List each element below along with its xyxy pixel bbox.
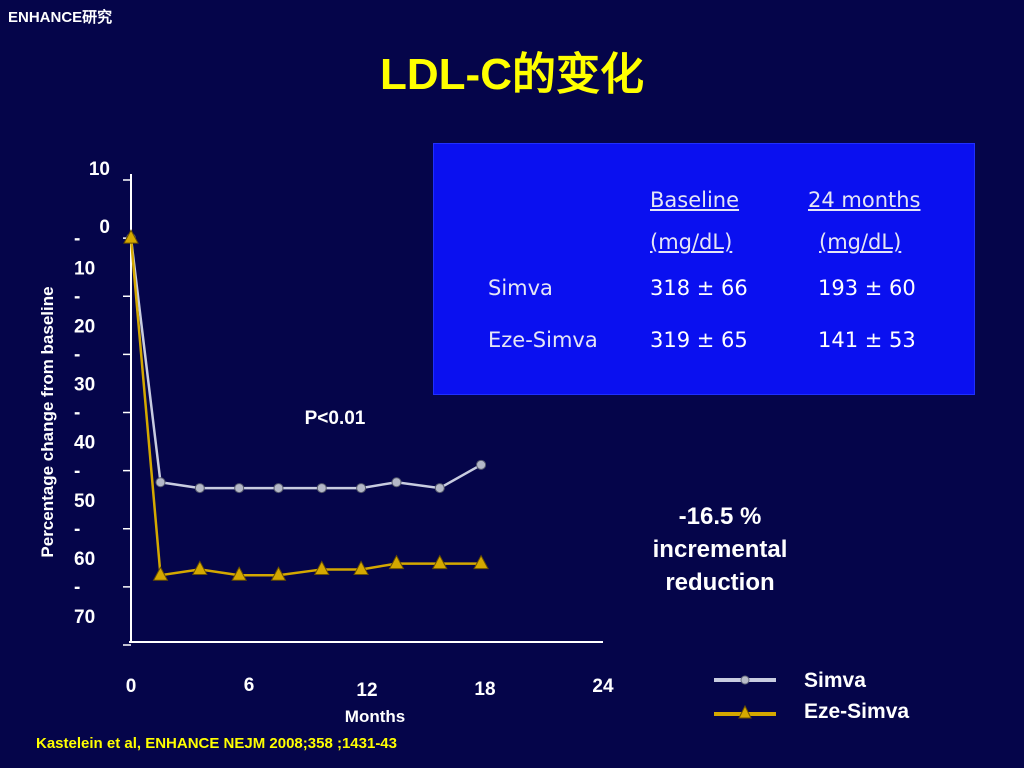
data-point-ezesimva (313, 560, 330, 575)
note-line-3: reduction (665, 569, 775, 596)
y-tick-label: -50 (74, 461, 95, 512)
table-header-24months: 24 months (808, 188, 921, 212)
data-point-ezesimva (270, 566, 287, 581)
citation: Kastelein et al, ENHANCE NEJM 2008;358 ;… (36, 735, 397, 752)
y-tick-label: 10 (89, 159, 110, 180)
data-point-ezesimva (152, 566, 169, 581)
data-point-simva (434, 483, 445, 494)
table-header-baseline: Baseline (650, 188, 740, 212)
data-point-ezesimva (388, 554, 405, 570)
data-point-ezesimva (473, 554, 489, 570)
data-point-simva (391, 477, 402, 488)
series-line-ezesimva (129, 238, 482, 577)
data-point-simva (155, 477, 166, 488)
table-cell-ezesimva-baseline: 319 ± 65 (650, 328, 748, 352)
slide-title: LDL-C的变化 (380, 50, 644, 99)
data-point-simva (356, 483, 367, 494)
note-line-1: -16.5 % (678, 503, 762, 530)
y-tick-label: -10 (74, 228, 95, 279)
x-tick-label: 0 (126, 676, 137, 697)
data-point-ezesimva (431, 554, 448, 570)
x-tick-label: 12 (356, 680, 377, 701)
data-point-simva (316, 483, 327, 494)
data-point-simva (476, 459, 487, 470)
table-header-baseline-unit: (mg/dL) (650, 230, 733, 254)
data-point-simva (273, 483, 284, 494)
data-point-simva (194, 483, 205, 494)
table-cell-ezesimva-24m: 141 ± 53 (818, 328, 916, 352)
data-point-ezesimva (123, 229, 139, 244)
table-row-label-ezesimva: Eze-Simva (488, 328, 598, 352)
x-tick-label: 6 (244, 675, 255, 696)
data-point-ezesimva (191, 560, 208, 575)
corner-title: ENHANCE研究 (8, 9, 113, 26)
y-tick-label: -40 (74, 403, 95, 454)
y-tick-label: -70 (74, 577, 95, 628)
legend-label-ezesimva: Eze-Simva (804, 700, 910, 723)
table-header-24months-unit: (mg/dL) (819, 230, 902, 254)
legend-marker-ezesimva (738, 704, 752, 719)
data-point-simva (234, 483, 245, 494)
data-point-ezesimva (353, 560, 369, 575)
table-row-label-simva: Simva (488, 276, 553, 300)
legend-marker-simva (740, 675, 750, 685)
summary-table: Baseline (mg/dL) 24 months (mg/dL) Simva… (433, 143, 975, 395)
y-tick-label: -30 (74, 345, 95, 396)
table-cell-simva-24m: 193 ± 60 (818, 276, 916, 300)
x-tick-label: 18 (474, 679, 495, 700)
y-axis-label: Percentage change from baseline (38, 286, 57, 557)
legend-label-simva: Simva (804, 669, 866, 692)
incremental-reduction-note: -16.5 % incremental reduction (622, 500, 818, 599)
series-line-simva (129, 237, 482, 490)
x-axis-label: Months (345, 707, 405, 726)
x-tick-label: 24 (592, 676, 614, 697)
p-value-label: P<0.01 (305, 408, 366, 429)
legend-symbols (714, 675, 776, 719)
y-tick-label: -20 (74, 286, 95, 337)
table-cell-simva-baseline: 318 ± 66 (650, 276, 748, 300)
note-line-2: incremental (652, 536, 788, 563)
y-tick-label: 0 (99, 217, 110, 238)
data-point-ezesimva (231, 566, 248, 581)
y-tick-label: -60 (74, 519, 95, 570)
